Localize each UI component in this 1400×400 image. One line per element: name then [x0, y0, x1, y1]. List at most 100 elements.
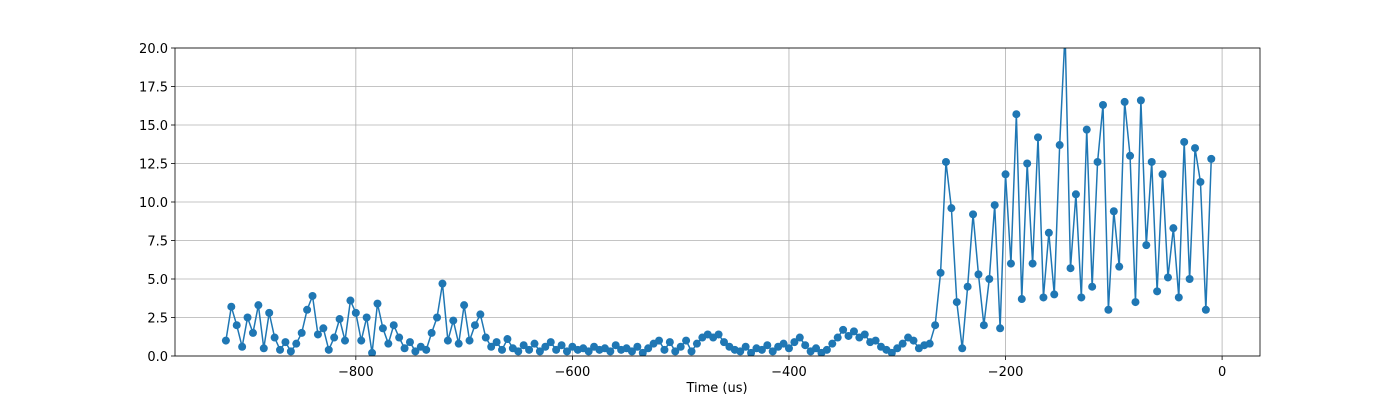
y-tick-label: 7.5	[147, 235, 168, 250]
x-tick-label: −400	[771, 365, 807, 380]
data-point	[936, 268, 945, 277]
data-point	[259, 344, 268, 353]
data-point	[757, 345, 766, 354]
data-point	[270, 333, 279, 342]
y-tick-label: 10.0	[139, 196, 168, 211]
data-point	[719, 338, 728, 347]
data-point	[460, 301, 469, 310]
data-point	[990, 201, 999, 210]
plot-frame	[174, 47, 1261, 357]
plot-area	[221, 48, 1216, 356]
data-point	[633, 342, 642, 351]
data-point	[498, 345, 507, 354]
data-point	[1169, 224, 1178, 233]
data-point	[1126, 151, 1135, 160]
data-point	[909, 336, 918, 345]
data-point	[887, 348, 896, 356]
data-point	[514, 347, 523, 356]
data-point	[465, 336, 474, 345]
data-point	[941, 157, 950, 166]
data-point	[503, 335, 512, 344]
data-point	[243, 313, 252, 322]
y-tick-label: 0.0	[147, 350, 168, 365]
data-point	[611, 341, 620, 350]
data-point	[557, 341, 566, 350]
data-point	[1185, 275, 1194, 283]
data-point	[969, 210, 978, 219]
data-point	[985, 275, 994, 283]
y-tick-label: 20.0	[139, 42, 168, 57]
data-point	[768, 347, 777, 356]
data-point	[330, 333, 339, 342]
data-point	[784, 344, 793, 353]
data-point	[254, 301, 263, 310]
data-point	[324, 345, 333, 354]
data-point	[893, 344, 902, 353]
data-point	[519, 341, 528, 350]
data-point	[422, 345, 431, 354]
data-point	[1039, 293, 1048, 302]
data-point	[335, 315, 344, 324]
data-point	[1055, 141, 1064, 150]
data-point	[714, 330, 723, 339]
data-point	[925, 339, 934, 348]
data-point	[1180, 137, 1189, 146]
data-point	[898, 339, 907, 348]
y-tick-label: 15.0	[139, 119, 168, 134]
data-point	[682, 336, 691, 345]
data-point	[368, 348, 377, 356]
data-point	[292, 339, 301, 348]
data-point	[357, 336, 366, 345]
data-point	[221, 336, 230, 345]
data-point	[297, 328, 306, 337]
data-point	[952, 298, 961, 307]
y-tick-label: 17.5	[139, 81, 168, 96]
data-point	[1147, 157, 1156, 166]
data-point	[530, 339, 539, 348]
data-point	[790, 338, 799, 347]
data-point	[1093, 157, 1102, 166]
data-point	[400, 344, 409, 353]
x-axis-label: Time (us)	[685, 381, 747, 396]
data-point	[655, 336, 664, 345]
data-point	[671, 347, 680, 356]
x-tick-label: −800	[338, 365, 374, 380]
data-point	[833, 333, 842, 342]
data-point	[476, 310, 485, 319]
x-tick-label: −600	[555, 365, 591, 380]
data-point	[1044, 228, 1053, 237]
data-point	[1196, 177, 1205, 186]
data-point	[1088, 282, 1097, 291]
data-point	[276, 345, 285, 354]
data-point	[1104, 305, 1113, 314]
data-point	[871, 336, 880, 345]
data-point	[1201, 305, 1210, 314]
data-point	[373, 299, 382, 308]
data-point	[741, 342, 750, 351]
data-point	[535, 347, 544, 356]
data-point	[1163, 273, 1172, 282]
data-point	[1050, 290, 1059, 299]
data-point	[1023, 159, 1032, 168]
data-point	[584, 347, 593, 356]
data-point	[1115, 262, 1124, 271]
data-point	[1082, 125, 1091, 134]
data-point	[1006, 259, 1015, 268]
data-point	[795, 333, 804, 342]
data-point	[525, 345, 534, 354]
data-point	[849, 327, 858, 336]
data-point	[801, 341, 810, 350]
data-point	[481, 333, 490, 342]
data-point	[303, 305, 312, 314]
data-point	[562, 347, 571, 356]
data-point	[470, 321, 479, 330]
data-point	[1001, 170, 1010, 179]
data-point	[552, 345, 561, 354]
data-point	[665, 338, 674, 347]
data-point	[238, 342, 247, 351]
data-point	[313, 330, 322, 339]
data-point	[638, 348, 647, 356]
data-point	[487, 342, 496, 351]
data-point	[546, 338, 555, 347]
data-point	[405, 338, 414, 347]
